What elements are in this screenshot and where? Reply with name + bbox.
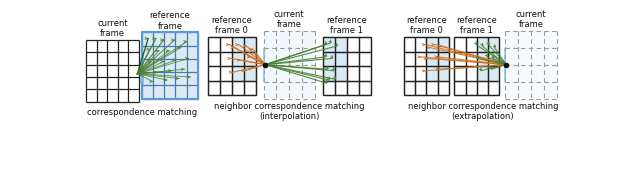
Bar	[142, 32, 198, 98]
Bar	[477, 37, 499, 81]
Bar	[264, 31, 315, 98]
Text: reference
frame 1: reference frame 1	[326, 16, 367, 35]
Text: current
frame: current frame	[97, 19, 128, 38]
Text: neighbor correspondence matching
(interpolation): neighbor correspondence matching (interp…	[214, 102, 365, 121]
Bar	[263, 48, 265, 82]
Text: reference
frame 0: reference frame 0	[212, 16, 252, 35]
Bar	[505, 31, 557, 98]
Text: current
frame: current frame	[516, 10, 547, 29]
Bar	[504, 48, 506, 82]
Text: neighbor correspondence matching
(extrapolation): neighbor correspondence matching (extrap…	[408, 102, 558, 121]
Text: reference
frame 1: reference frame 1	[456, 16, 497, 35]
Text: current
frame: current frame	[274, 10, 305, 29]
Bar	[142, 32, 198, 98]
Text: reference
frame 0: reference frame 0	[406, 16, 447, 35]
Text: correspondence matching: correspondence matching	[87, 108, 197, 117]
Bar	[140, 57, 143, 84]
Bar	[232, 37, 256, 81]
Text: reference
frame: reference frame	[150, 11, 190, 31]
Bar	[426, 37, 449, 81]
Bar	[323, 37, 347, 81]
